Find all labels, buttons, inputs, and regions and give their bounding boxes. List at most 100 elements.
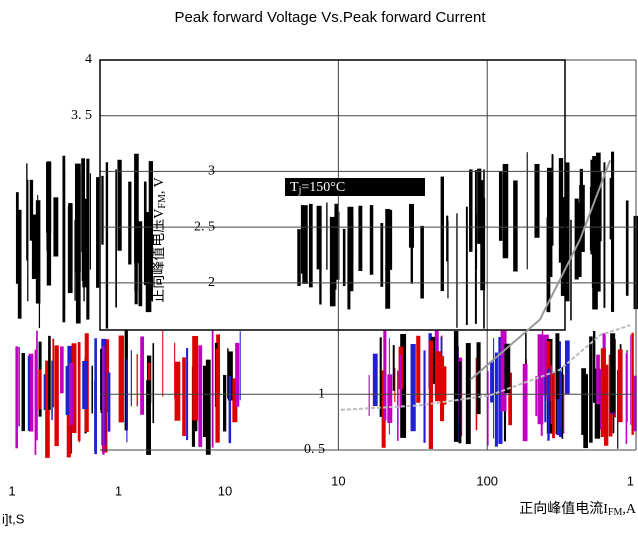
noise-stripe [481, 180, 484, 267]
noise-stripe [67, 206, 73, 294]
inset-x-label: i]t,S [2, 511, 25, 526]
noise-stripe [600, 348, 606, 437]
noise-stripe [544, 376, 547, 423]
x-tick-label: 10 [331, 473, 345, 488]
noise-stripe [535, 376, 538, 417]
noise-stripe [603, 364, 609, 446]
noise-stripe [227, 348, 229, 399]
noise-stripe [483, 169, 485, 329]
noise-stripe [358, 205, 363, 271]
noise-stripe [71, 343, 77, 434]
noise-stripe [138, 221, 143, 307]
noise-stripe [617, 369, 619, 449]
noise-stripe [211, 330, 214, 448]
noise-stripe [603, 162, 606, 308]
y-tick-label: 4 [85, 52, 92, 67]
noise-stripe [592, 156, 598, 310]
noise [15, 151, 638, 458]
noise-stripe [490, 362, 494, 403]
noise-stripe [31, 214, 37, 280]
noise-stripe [380, 222, 384, 287]
noise-stripe [598, 369, 602, 430]
noise-stripe [342, 228, 346, 287]
noise-stripe [162, 330, 164, 397]
noise-stripe [410, 344, 416, 432]
noise-stripe [331, 225, 335, 276]
noise-stripe [205, 359, 211, 455]
noise-stripe [564, 340, 570, 394]
noise-stripe [439, 356, 445, 422]
noise-stripe [117, 159, 122, 251]
noise-stripe [145, 211, 152, 313]
noise-stripe [543, 334, 549, 396]
noise-stripe [534, 163, 540, 238]
noise-stripe [551, 154, 554, 246]
noise-stripe [15, 192, 19, 284]
noise-stripe [82, 198, 88, 288]
noise-stripe [570, 219, 572, 321]
chart-title: Peak forward Voltage Vs.Peak forward Cur… [175, 9, 487, 26]
noise-stripe [136, 354, 138, 407]
noise-stripe [215, 348, 220, 443]
noise-stripe [631, 332, 634, 435]
noise-stripe [401, 361, 405, 425]
noise-stripe [465, 206, 468, 325]
noise-stripe [308, 203, 313, 288]
noise-stripe [610, 333, 616, 413]
noise-stripe [600, 171, 602, 242]
noise-stripe [504, 343, 511, 394]
noise-stripe [146, 380, 151, 455]
noise-stripe [174, 361, 181, 421]
noise-stripe [27, 179, 29, 302]
noise-stripe [34, 352, 38, 439]
noise-stripe [498, 171, 503, 241]
noise-stripe [101, 175, 104, 245]
noise-stripe [416, 335, 421, 403]
noise-stripe [81, 170, 83, 281]
y-axis-label: 正向峰值电压VFM, V [151, 177, 168, 302]
noise-stripe [198, 345, 203, 447]
noise-stripe [126, 359, 128, 443]
noise-stripe [316, 205, 322, 270]
noise-stripe [303, 214, 306, 266]
noise-stripe [555, 333, 560, 400]
noise-stripe [560, 377, 563, 428]
noise-stripe [592, 330, 596, 403]
y-tick-label: 3. 5 [71, 108, 92, 123]
noise-stripe [609, 177, 613, 240]
y-tick-label: 3 [208, 164, 215, 179]
noise-stripe [392, 345, 395, 391]
noise-stripe [498, 337, 503, 444]
noise-stripe [124, 330, 128, 431]
noise-stripe [583, 374, 588, 449]
x-tick-label: 100 [476, 473, 498, 488]
noise-stripe [46, 162, 52, 234]
noise-stripe [140, 336, 145, 415]
noise-stripe [513, 180, 518, 272]
noise-stripe [118, 335, 124, 423]
noise-stripe [75, 174, 81, 324]
noise-stripe [541, 330, 544, 420]
noise-stripe [48, 335, 51, 410]
noise-stripe [453, 331, 459, 442]
noise-stripe [89, 173, 91, 270]
noise-stripe [105, 162, 109, 329]
noise-stripe [547, 368, 550, 441]
x-tick-label: 1 [627, 473, 634, 488]
frame [99, 59, 566, 331]
noise-stripe [595, 152, 601, 292]
noise-stripe [630, 334, 632, 425]
noise-stripe [372, 353, 378, 407]
noise-stripe [522, 363, 528, 442]
noise-stripe [26, 163, 28, 261]
x-axis-label: 正向峰值电流IFM,A [519, 501, 637, 518]
noise-stripe [446, 215, 449, 262]
noise-stripe [239, 331, 241, 401]
noise-stripe [54, 345, 59, 447]
noise-stripe [18, 346, 20, 427]
noise-stripe [500, 330, 507, 412]
noise-stripe [574, 198, 579, 280]
noise-stripe [458, 361, 462, 444]
inset-x-tick-label: 1 [8, 483, 15, 498]
